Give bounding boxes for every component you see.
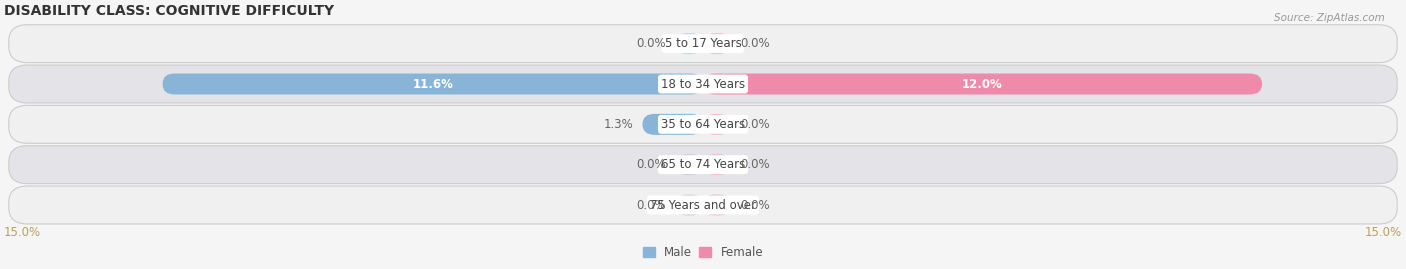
FancyBboxPatch shape xyxy=(703,194,731,215)
FancyBboxPatch shape xyxy=(643,114,703,135)
FancyBboxPatch shape xyxy=(8,186,1398,224)
FancyBboxPatch shape xyxy=(703,73,1263,94)
Text: Source: ZipAtlas.com: Source: ZipAtlas.com xyxy=(1274,13,1385,23)
FancyBboxPatch shape xyxy=(675,154,703,175)
FancyBboxPatch shape xyxy=(8,105,1398,143)
FancyBboxPatch shape xyxy=(703,33,731,54)
Text: 0.0%: 0.0% xyxy=(741,37,770,50)
Text: 15.0%: 15.0% xyxy=(4,226,41,239)
Text: DISABILITY CLASS: COGNITIVE DIFFICULTY: DISABILITY CLASS: COGNITIVE DIFFICULTY xyxy=(4,4,335,18)
Text: 65 to 74 Years: 65 to 74 Years xyxy=(661,158,745,171)
FancyBboxPatch shape xyxy=(8,25,1398,63)
Text: 35 to 64 Years: 35 to 64 Years xyxy=(661,118,745,131)
Text: 1.3%: 1.3% xyxy=(603,118,633,131)
FancyBboxPatch shape xyxy=(675,194,703,215)
Text: 0.0%: 0.0% xyxy=(741,199,770,211)
Text: 5 to 17 Years: 5 to 17 Years xyxy=(665,37,741,50)
Text: 0.0%: 0.0% xyxy=(636,158,665,171)
Text: 12.0%: 12.0% xyxy=(962,77,1002,90)
FancyBboxPatch shape xyxy=(8,146,1398,184)
FancyBboxPatch shape xyxy=(703,154,731,175)
Legend: Male, Female: Male, Female xyxy=(638,241,768,264)
Text: 0.0%: 0.0% xyxy=(741,158,770,171)
Text: 11.6%: 11.6% xyxy=(412,77,453,90)
FancyBboxPatch shape xyxy=(163,73,703,94)
Text: 0.0%: 0.0% xyxy=(636,37,665,50)
FancyBboxPatch shape xyxy=(675,33,703,54)
FancyBboxPatch shape xyxy=(703,114,731,135)
Text: 0.0%: 0.0% xyxy=(741,118,770,131)
Text: 75 Years and over: 75 Years and over xyxy=(650,199,756,211)
FancyBboxPatch shape xyxy=(8,65,1398,103)
Text: 18 to 34 Years: 18 to 34 Years xyxy=(661,77,745,90)
Text: 0.0%: 0.0% xyxy=(636,199,665,211)
Text: 15.0%: 15.0% xyxy=(1365,226,1402,239)
